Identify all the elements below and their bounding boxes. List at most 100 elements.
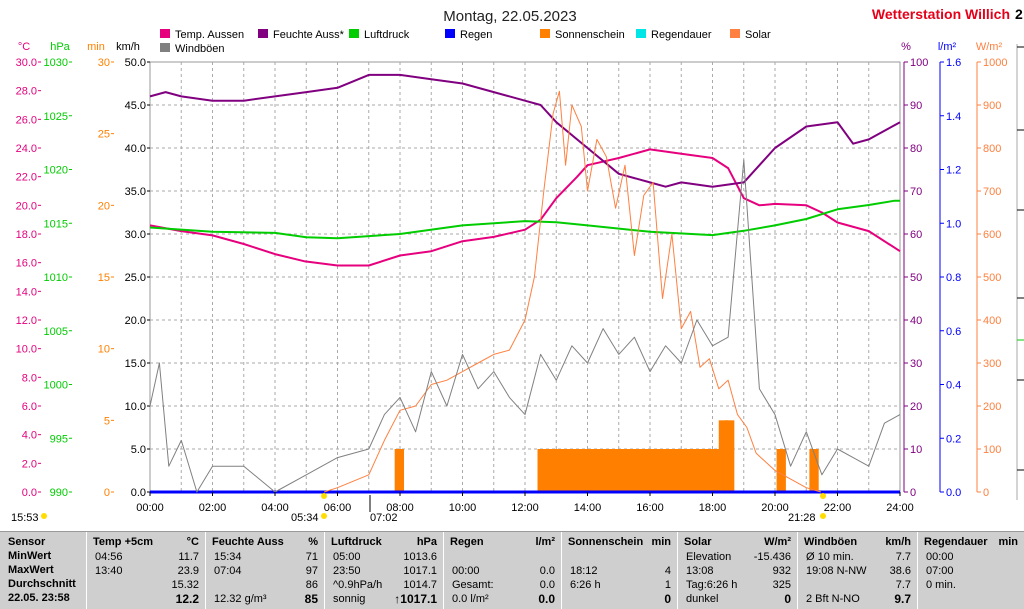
stats-cell-value: 1 bbox=[664, 579, 671, 591]
y-tick-label: 1015 bbox=[44, 218, 68, 230]
x-tick-label: 12:00 bbox=[511, 502, 539, 514]
legend-swatch bbox=[160, 29, 170, 38]
y-tick-label: 2.0 bbox=[22, 458, 37, 470]
stats-cell-label: 07:04 bbox=[214, 565, 242, 577]
y-tick-label: 1.2 bbox=[946, 165, 961, 177]
stats-cell-row: 13:40 23.9 bbox=[87, 564, 205, 578]
stats-cell-value: 0.0 bbox=[538, 592, 555, 606]
stats-column: Solar W/m² Elevation -15.436 13:08 932 Tag:6:2… bbox=[677, 532, 797, 609]
y-tick-label: 25.0 bbox=[125, 272, 146, 284]
stats-column-title: Luftdruck bbox=[331, 536, 382, 548]
stats-cell-value: 9.7 bbox=[894, 592, 911, 606]
y-tick-label: 4.0 bbox=[22, 430, 37, 442]
y-tick-label: 0 bbox=[983, 487, 989, 499]
stats-cell-value: 85 bbox=[304, 592, 318, 606]
y-tick-label: 0.4 bbox=[946, 380, 961, 392]
y-tick-label: 30 bbox=[98, 57, 110, 69]
x-tick-label: 06:00 bbox=[324, 502, 352, 514]
stats-row-label: 22.05. 23:58 bbox=[8, 592, 70, 604]
x-tick-label: 20:00 bbox=[761, 502, 789, 514]
y-tick-label: 24.0 bbox=[16, 143, 37, 155]
stats-column-unit: % bbox=[308, 536, 318, 548]
stats-cell-label: 05:00 bbox=[333, 551, 361, 563]
stats-cell-value: 0.0 bbox=[539, 579, 555, 591]
y-tick-label: 45.0 bbox=[125, 100, 146, 112]
stats-column-unit: min bbox=[651, 536, 671, 548]
legend: Temp. Aussen Feuchte Auss* Luftdruck Regen S… bbox=[160, 29, 771, 55]
y-tick-label: 10 bbox=[98, 344, 110, 356]
stats-cell-label: 07:00 bbox=[926, 565, 954, 577]
y-tick-label: 8.0 bbox=[22, 372, 37, 384]
y-tick-label: 30 bbox=[910, 358, 922, 370]
legend-swatch bbox=[258, 29, 268, 38]
sunset-icon bbox=[820, 493, 826, 499]
stats-column-title: Feuchte Auss bbox=[212, 536, 284, 548]
y-tick-label: 400 bbox=[983, 315, 1001, 327]
stats-cell-row: sonnig ↑1017.1 bbox=[325, 592, 443, 606]
stats-cell-row: 86 bbox=[206, 578, 324, 592]
legend-swatch bbox=[160, 43, 170, 52]
axis-unit-label: W/m² bbox=[976, 41, 1003, 53]
stats-row-label: Sensor bbox=[8, 536, 46, 548]
axis-unit-label: min bbox=[87, 41, 105, 53]
stats-cell-row: ^0.9hPa/h 1014.7 bbox=[325, 578, 443, 592]
x-tick-label: 02:00 bbox=[199, 502, 227, 514]
stats-cell-value: 325 bbox=[772, 579, 791, 591]
y-tick-label: 0.0 bbox=[22, 487, 37, 499]
stats-column-unit: min bbox=[998, 536, 1018, 548]
stats-row-label: MinWert bbox=[8, 550, 52, 562]
x-tick-label: 14:00 bbox=[574, 502, 602, 514]
series-line bbox=[149, 159, 901, 493]
y-tick-label: 1030 bbox=[44, 57, 68, 69]
y-tick-label: 18.0 bbox=[16, 229, 37, 241]
stats-cell-row: 0 min. bbox=[918, 578, 1024, 592]
stats-cell-row: 23:50 1017.1 bbox=[325, 564, 443, 578]
y-tick-label: 22.0 bbox=[16, 172, 37, 184]
sunset-label: 21:28 bbox=[788, 512, 816, 524]
stats-cell-value: ↑1017.1 bbox=[394, 592, 437, 606]
legend-label: Feuchte Auss* bbox=[273, 29, 345, 41]
stats-cell-row: 0.0 l/m² 0.0 bbox=[444, 592, 561, 606]
stats-cell-row: 18:12 4 bbox=[562, 564, 677, 578]
x-tick-label: 00:00 bbox=[136, 502, 164, 514]
y-tick-label: 25 bbox=[98, 129, 110, 141]
stats-column-title: Windböen bbox=[804, 536, 858, 548]
stats-cell-row: 00:00 0.0 bbox=[444, 564, 561, 578]
stats-cell-value: 71 bbox=[305, 551, 318, 563]
y-tick-label: 1025 bbox=[44, 111, 68, 123]
y-tick-label: 1.0 bbox=[946, 218, 961, 230]
y-tick-label: 60 bbox=[910, 229, 922, 241]
chart-title: Montag, 22.05.2023 bbox=[443, 8, 576, 25]
sunshine-bar bbox=[394, 449, 405, 492]
x-tick-label: 18:00 bbox=[699, 502, 727, 514]
stats-cell-row: dunkel 0 bbox=[678, 592, 797, 606]
weather-chart: Montag, 22.05.2023 Wetterstation Willich… bbox=[11, 6, 1024, 524]
y-tick-label: 1010 bbox=[44, 272, 68, 284]
y-tick-label: 50 bbox=[910, 272, 922, 284]
x-tick-label: 16:00 bbox=[636, 502, 664, 514]
y-tick-label: 15 bbox=[98, 272, 110, 284]
stats-cell-label: 15:34 bbox=[214, 551, 242, 563]
legend-swatch bbox=[730, 29, 740, 38]
y-tick-label: 1000 bbox=[983, 57, 1007, 69]
stats-cell-value: 0 bbox=[784, 592, 791, 606]
legend-swatch bbox=[445, 29, 455, 38]
stats-cell-label: 00:00 bbox=[452, 565, 480, 577]
stats-column-unit: km/h bbox=[885, 536, 911, 548]
stats-column-title: Temp +5cm bbox=[93, 536, 154, 548]
axis-titles: °C hPa min km/h% l/m² W/m² bbox=[18, 41, 1003, 53]
stats-cell-value: 97 bbox=[305, 565, 318, 577]
axis-unit-label: l/m² bbox=[938, 41, 957, 53]
stats-column-unit: hPa bbox=[416, 536, 437, 548]
stats-cell-label: ^0.9hPa/h bbox=[333, 579, 383, 591]
stats-cell-value: 4 bbox=[664, 565, 671, 577]
y-tick-label: 30.0 bbox=[16, 57, 37, 69]
stats-column-unit: W/m² bbox=[764, 536, 791, 548]
stats-cell-label: Elevation bbox=[686, 551, 732, 563]
y-tick-label: 28.0 bbox=[16, 86, 37, 98]
y-tick-label: 100 bbox=[910, 57, 928, 69]
y-tick-label: 5.0 bbox=[131, 444, 146, 456]
stats-cell-label: 0 min. bbox=[926, 579, 956, 591]
axis-unit-label: hPa bbox=[50, 41, 70, 53]
stats-cell-row: 7.7 bbox=[798, 578, 917, 592]
